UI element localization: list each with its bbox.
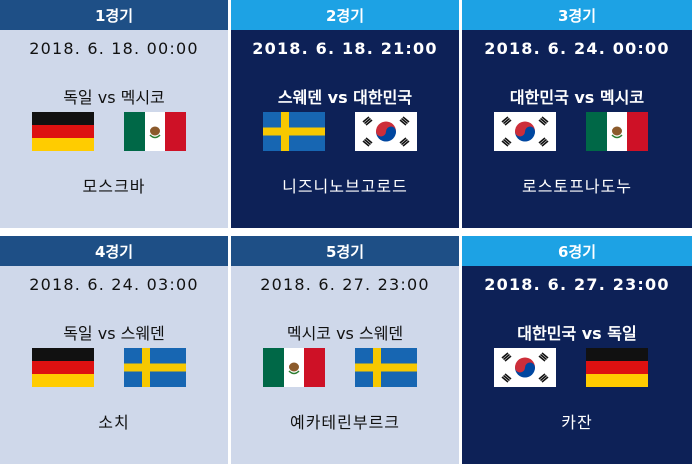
germany-flag-icon [586, 348, 648, 387]
match-venue: 예카테린부르크 [289, 413, 401, 432]
sweden-flag-icon [263, 112, 325, 151]
match-card-6: 6경기 2018. 6. 27. 23:00 대한민국 vs 독일 카잔 [462, 236, 692, 464]
sweden-flag-icon [355, 348, 417, 387]
match-teams: 독일 vs 스웨덴 [63, 324, 165, 343]
mexico-flag-icon [263, 348, 325, 387]
match-venue: 모스크바 [82, 177, 146, 196]
match-teams: 멕시코 vs 스웨덴 [286, 324, 404, 343]
mexico-flag-icon [124, 112, 186, 151]
match-venue: 니즈니노브고로드 [282, 177, 408, 196]
match-datetime: 2018. 6. 27. 23:00 [260, 275, 430, 294]
germany-flag-icon [32, 112, 94, 151]
match-number-header: 3경기 [462, 0, 692, 30]
match-venue: 소치 [98, 413, 130, 432]
korea-flag-icon [494, 348, 556, 387]
match-number-header: 6경기 [462, 236, 692, 266]
match-number-header: 2경기 [231, 0, 459, 30]
match-datetime: 2018. 6. 24. 03:00 [29, 275, 199, 294]
match-teams: 스웨덴 vs 대한민국 [277, 88, 413, 107]
match-teams: 대한민국 vs 멕시코 [509, 88, 645, 107]
germany-flag-icon [32, 348, 94, 387]
match-datetime: 2018. 6. 27. 23:00 [484, 275, 670, 294]
match-datetime: 2018. 6. 18. 00:00 [29, 39, 199, 58]
match-venue: 카잔 [561, 413, 593, 432]
match-datetime: 2018. 6. 18. 21:00 [252, 39, 438, 58]
mexico-flag-icon [586, 112, 648, 151]
match-card-1: 1경기 2018. 6. 18. 00:00 독일 vs 멕시코 모스크바 [0, 0, 228, 228]
match-number-header: 5경기 [231, 236, 459, 266]
match-card-2: 2경기 2018. 6. 18. 21:00 스웨덴 vs 대한민국 니즈니노브… [231, 0, 459, 228]
match-number-header: 4경기 [0, 236, 228, 266]
korea-flag-icon [494, 112, 556, 151]
match-card-5: 5경기 2018. 6. 27. 23:00 멕시코 vs 스웨덴 예카테린부르… [231, 236, 459, 464]
match-datetime: 2018. 6. 24. 00:00 [484, 39, 670, 58]
match-number-header: 1경기 [0, 0, 228, 30]
match-venue: 로스토프나도누 [521, 177, 633, 196]
match-teams: 독일 vs 멕시코 [63, 88, 165, 107]
match-teams: 대한민국 vs 독일 [517, 324, 637, 343]
match-card-3: 3경기 2018. 6. 24. 00:00 대한민국 vs 멕시코 로스토프나… [462, 0, 692, 228]
match-card-4: 4경기 2018. 6. 24. 03:00 독일 vs 스웨덴 소치 [0, 236, 228, 464]
sweden-flag-icon [124, 348, 186, 387]
korea-flag-icon [355, 112, 417, 151]
